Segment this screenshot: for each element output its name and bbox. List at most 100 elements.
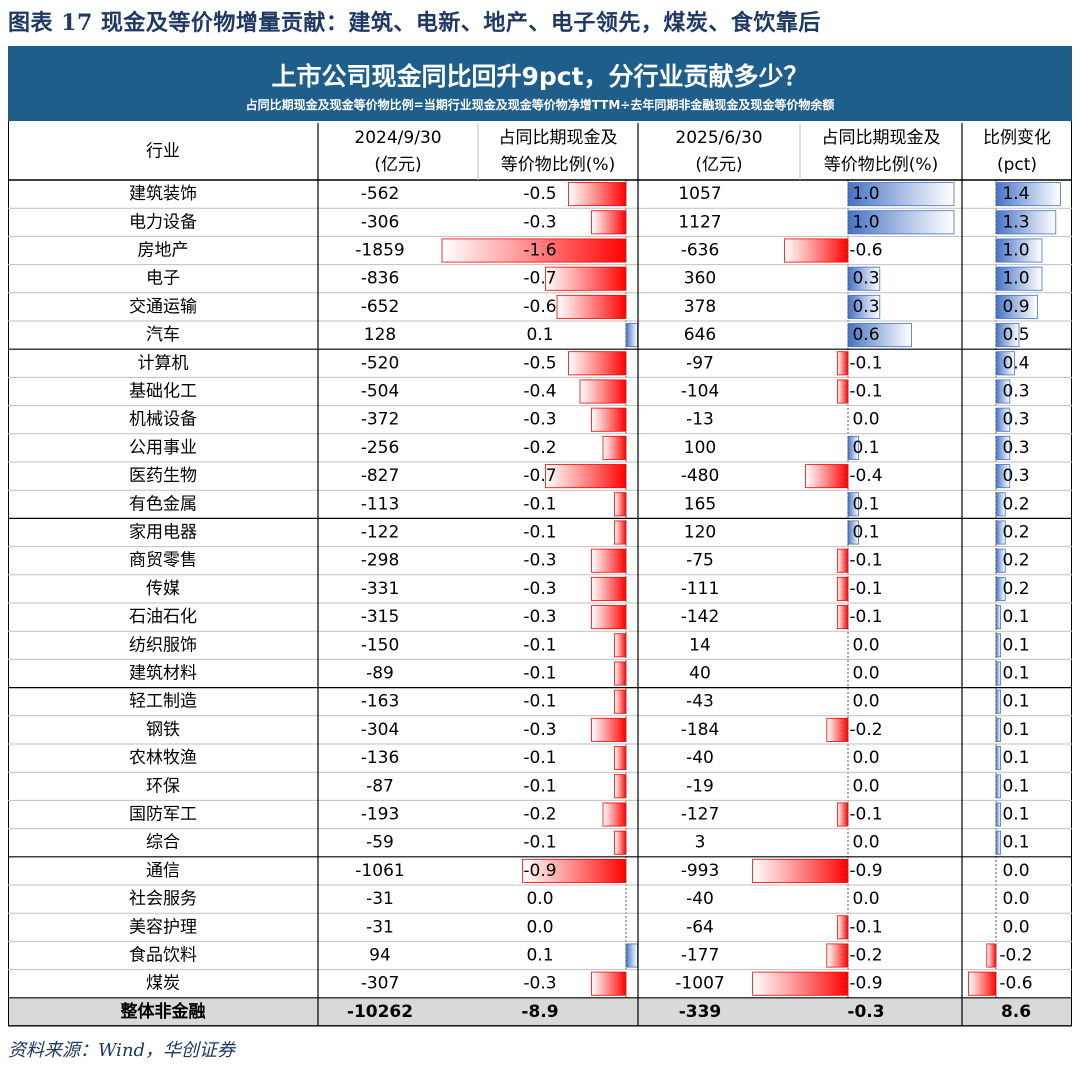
change-label: -0.6 (999, 974, 1032, 994)
industry-label: 食品饮料 (129, 946, 197, 966)
ratio-2024-label: -0.5 (523, 184, 556, 204)
column-header: 比例变化 (983, 128, 1051, 148)
bar-r2024 (625, 943, 638, 968)
total-ratio-2025: -0.3 (847, 1002, 884, 1022)
bar-change (995, 661, 1001, 686)
bar-change (995, 689, 1001, 714)
value-2025: 165 (684, 494, 716, 514)
value-2025: 1127 (678, 212, 721, 232)
industry-label: 纺织服饰 (129, 635, 197, 655)
value-2024: -1061 (355, 861, 404, 881)
change-label: 0.3 (1002, 466, 1029, 486)
ratio-2024-label: -0.1 (523, 692, 556, 712)
table-banner: 上市公司现金同比回升9pct，分行业贡献多少？ 占同比期现金及现金等价物比例=当… (8, 46, 1072, 121)
value-2025: -993 (681, 861, 720, 881)
ratio-2024-label: -0.1 (523, 523, 556, 543)
bar-r2024 (591, 717, 627, 742)
ratio-2025-label: -0.2 (849, 946, 882, 966)
change-label: 0.0 (1002, 917, 1029, 937)
industry-label: 机械设备 (129, 410, 197, 430)
bar-r2025 (847, 182, 955, 207)
bar-r2025 (805, 464, 849, 489)
ratio-2025-label: -0.1 (849, 353, 882, 373)
ratio-2025-label: 0.1 (852, 438, 879, 458)
ratio-2024-label: -0.7 (523, 269, 556, 289)
change-label: 0.1 (1002, 664, 1029, 684)
bar-r2025 (847, 323, 912, 348)
value-2025: 40 (689, 664, 711, 684)
change-label: 0.1 (1002, 635, 1029, 655)
ratio-2024-label: -0.3 (523, 607, 556, 627)
bar-r2024 (625, 323, 638, 348)
ratio-2025-label: -0.1 (849, 607, 882, 627)
bar-r2024 (591, 971, 627, 996)
bar-r2024 (579, 379, 627, 404)
column-header: 占同比期现金及 (499, 128, 618, 148)
bar-change (995, 379, 1011, 404)
bar-r2024 (556, 294, 627, 319)
bar-r2024 (602, 435, 627, 460)
ratio-2025-label: 0.1 (852, 523, 879, 543)
ratio-2025-label: 1.0 (852, 212, 879, 232)
ratio-2024-label: -0.1 (523, 664, 556, 684)
bar-r2024 (522, 858, 627, 883)
bar-r2024 (591, 576, 627, 601)
value-2024: -87 (366, 776, 394, 796)
value-2024: -256 (361, 438, 400, 458)
industry-label: 汽车 (146, 325, 180, 345)
value-2024: -31 (366, 889, 394, 909)
ratio-2024-label: -0.1 (523, 748, 556, 768)
bar-change (986, 943, 997, 968)
value-2025: -64 (686, 917, 714, 937)
value-2025: 120 (684, 523, 716, 543)
ratio-2025-label: 0.0 (852, 410, 879, 430)
ratio-2025-label: -0.4 (849, 466, 882, 486)
ratio-2024-label: -0.1 (523, 635, 556, 655)
ratio-2025-label: -0.6 (849, 241, 882, 261)
bar-change (968, 971, 997, 996)
industry-label: 基础化工 (129, 382, 197, 402)
ratio-2024-label: -0.1 (523, 776, 556, 796)
column-header: (亿元) (374, 155, 421, 175)
change-label: 1.3 (1002, 212, 1029, 232)
industry-label: 建筑材料 (129, 664, 197, 684)
bar-r2025 (837, 548, 849, 573)
column-header: 等价物比例(%) (824, 155, 938, 175)
change-label: -0.2 (999, 946, 1032, 966)
value-2024: -836 (361, 269, 400, 289)
value-2024: -306 (361, 212, 400, 232)
bar-r2025 (837, 379, 849, 404)
change-label: 0.9 (1002, 297, 1029, 317)
value-2024: -193 (361, 805, 400, 825)
change-label: 0.1 (1002, 748, 1029, 768)
ratio-2024-label: -0.3 (523, 551, 556, 571)
bar-r2024 (614, 689, 627, 714)
value-2024: -562 (361, 184, 400, 204)
bar-r2025 (847, 266, 881, 291)
value-2024: -136 (361, 748, 400, 768)
ratio-2025-label: -0.9 (849, 861, 882, 881)
value-2025: -127 (681, 805, 720, 825)
value-2025: -1007 (675, 974, 724, 994)
change-label: 0.0 (1002, 861, 1029, 881)
value-2024: 128 (364, 325, 396, 345)
ratio-2024-label: -0.3 (523, 410, 556, 430)
bar-change (995, 351, 1015, 376)
value-2025: -184 (681, 720, 720, 740)
industry-label: 有色金属 (129, 494, 197, 514)
change-label: 1.0 (1002, 269, 1029, 289)
ratio-2025-label: 0.0 (852, 889, 879, 909)
total-value-2024: -10262 (347, 1002, 413, 1022)
industry-label: 农林牧渔 (129, 748, 197, 768)
bar-r2024 (568, 351, 627, 376)
value-2024: -315 (361, 607, 400, 627)
column-header: 2024/9/30 (354, 128, 441, 148)
bar-r2024 (591, 407, 627, 432)
bar-change (995, 182, 1061, 207)
value-2024: -520 (361, 353, 400, 373)
industry-label: 煤炭 (146, 974, 180, 994)
industry-label: 通信 (146, 861, 180, 881)
bar-r2024 (602, 802, 627, 827)
bar-r2025 (837, 576, 849, 601)
column-header: 占同比期现金及 (822, 128, 941, 148)
